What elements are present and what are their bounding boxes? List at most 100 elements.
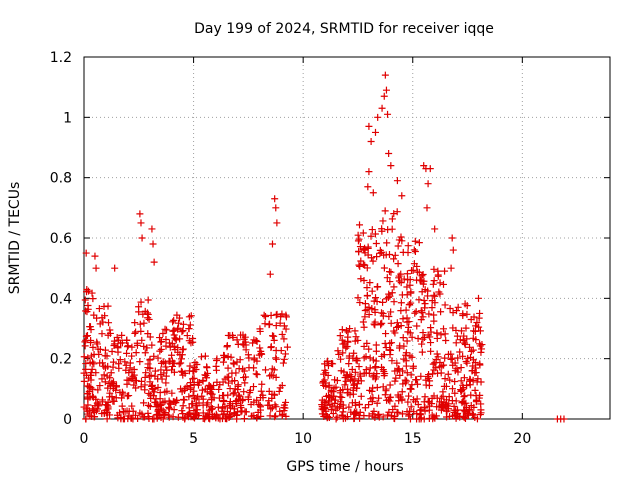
data-point [150, 415, 158, 423]
data-point [169, 359, 177, 367]
data-point [98, 410, 106, 418]
data-point [92, 264, 100, 272]
data-point [430, 277, 438, 285]
data-point [387, 268, 395, 276]
y-tick-label: 0.8 [50, 171, 72, 187]
data-point [382, 344, 390, 352]
data-point [230, 360, 238, 368]
data-point [98, 330, 106, 338]
data-point [281, 404, 289, 412]
data-point [372, 373, 380, 381]
data-point [257, 387, 265, 395]
data-point [403, 291, 411, 299]
data-point [237, 408, 245, 416]
data-point [338, 412, 346, 420]
data-point [381, 207, 389, 215]
data-point [223, 415, 231, 423]
data-point [106, 326, 114, 334]
grid [84, 57, 610, 419]
data-point [272, 204, 280, 212]
data-point [256, 344, 264, 352]
data-point [337, 355, 345, 363]
data-point [350, 349, 358, 357]
data-point [407, 385, 415, 393]
data-point [253, 414, 261, 422]
data-point [224, 391, 232, 399]
data-point [409, 362, 417, 370]
data-point [185, 404, 193, 412]
data-point [93, 314, 101, 322]
data-point [413, 268, 421, 276]
data-point [191, 395, 199, 403]
data-point [430, 265, 438, 273]
data-point [131, 319, 139, 327]
data-point [425, 310, 433, 318]
data-point [162, 379, 170, 387]
data-point [461, 300, 469, 308]
data-point [138, 234, 146, 242]
data-point [268, 240, 276, 248]
data-point [459, 336, 467, 344]
data-point [123, 349, 131, 357]
data-point [161, 325, 169, 333]
data-point [329, 360, 337, 368]
data-point [95, 305, 103, 313]
data-point [81, 342, 89, 350]
data-point [268, 404, 276, 412]
data-point [431, 225, 439, 233]
data-point [147, 371, 155, 379]
data-point [418, 272, 426, 280]
data-point [423, 204, 431, 212]
data-point [171, 398, 179, 406]
data-point [80, 353, 88, 361]
data-point [206, 415, 214, 423]
data-point [203, 374, 211, 382]
data-point [169, 327, 177, 335]
x-tick-labels: 0 5 10 15 20 [80, 431, 532, 447]
data-point [463, 310, 471, 318]
data-point [410, 246, 418, 254]
data-point [282, 325, 290, 333]
data-point [446, 376, 454, 384]
data-point [173, 311, 181, 319]
data-point [127, 375, 135, 383]
data-point [149, 240, 157, 248]
data-point [381, 71, 389, 79]
data-point [84, 354, 92, 362]
data-point [460, 393, 468, 401]
data-point [388, 215, 396, 223]
data-points [80, 71, 568, 423]
data-point [82, 288, 90, 296]
data-point [443, 396, 451, 404]
data-point [390, 283, 398, 291]
data-point [207, 383, 215, 391]
data-point [407, 371, 415, 379]
data-point [458, 387, 466, 395]
data-point [83, 308, 91, 316]
data-point [84, 395, 92, 403]
data-point [427, 347, 435, 355]
data-point [220, 352, 228, 360]
data-point [282, 412, 290, 420]
data-point [472, 369, 480, 377]
data-point [207, 389, 215, 397]
data-point [386, 339, 394, 347]
data-point [154, 354, 162, 362]
data-point [231, 377, 239, 385]
data-point [408, 333, 416, 341]
data-point [403, 270, 411, 278]
data-point [210, 382, 218, 390]
data-point [363, 339, 371, 347]
data-point [170, 326, 178, 334]
data-point [145, 315, 153, 323]
data-point [233, 415, 241, 423]
data-point [144, 314, 152, 322]
data-point [391, 251, 399, 259]
data-point [476, 340, 484, 348]
data-point [411, 237, 419, 245]
data-point [279, 359, 287, 367]
data-point [132, 328, 140, 336]
data-point [140, 319, 148, 327]
data-point [330, 384, 338, 392]
